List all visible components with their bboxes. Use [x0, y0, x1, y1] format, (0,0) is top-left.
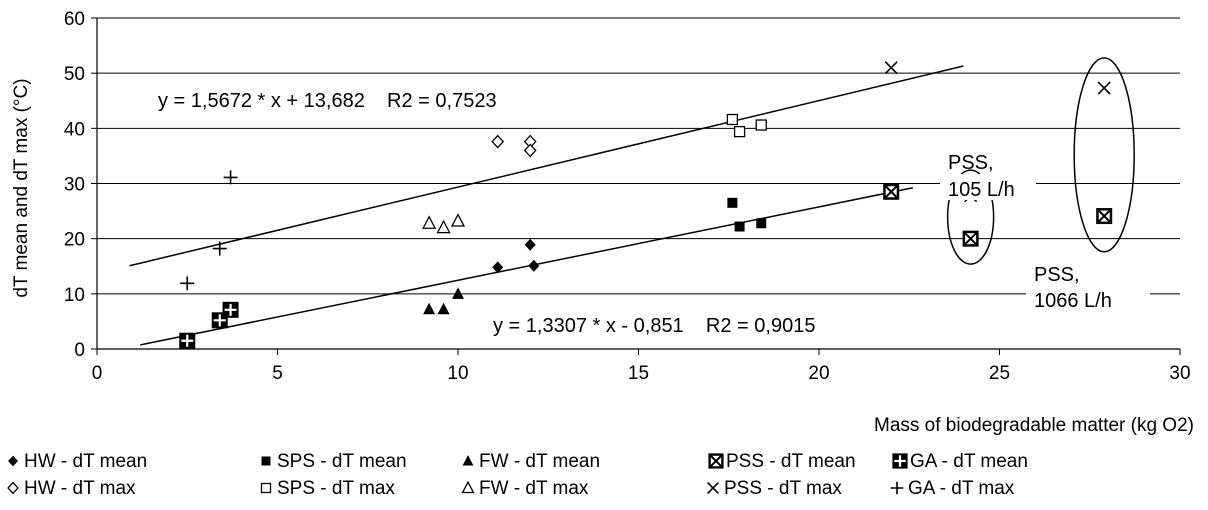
x-tick-label-3: 15 [628, 363, 649, 384]
legend: HW - dT mean SPS - dT mean FW - dT mean PSS… [7, 451, 1028, 499]
y-tick-label-5: 50 [64, 64, 85, 85]
legend-marker-7 [461, 480, 475, 494]
legend-label-7: FW - dT max [479, 478, 589, 499]
point-sps-dt-max2 [755, 119, 767, 131]
legend-marker-4 [892, 453, 908, 469]
point-hw-dt-max0 [491, 134, 505, 149]
ellipse-pss-105 [946, 169, 995, 265]
y-tick-label-6: 60 [64, 9, 85, 30]
legend-marker-0 [8, 455, 18, 467]
legend-marker-3 [708, 453, 724, 469]
point-ga-dt-max2 [223, 170, 238, 185]
legend-label-0: HW - dT mean [24, 451, 147, 472]
annotation-bg-eq-mean [484, 310, 924, 340]
point-sps-dt-mean1 [734, 221, 745, 232]
point-ga-dt-max0 [180, 276, 195, 291]
highlight-ellipses [946, 57, 1135, 265]
legend-label-6: SPS - dT max [277, 478, 395, 499]
annotation-pss-105-line2: 105 L/h [948, 179, 1015, 201]
y-tick-label-0: 0 [74, 340, 85, 361]
legend-label-8: PSS - dT max [724, 478, 842, 499]
annotation-bg-eq-max [150, 84, 620, 114]
legend-label-4: GA - dT mean [910, 451, 1028, 472]
point-ga-dt-mean0 [179, 332, 196, 349]
point-hw-dt-mean2 [528, 259, 540, 272]
point-sps-dt-max0 [726, 113, 739, 126]
annotation-bg-pss-105 [940, 174, 1036, 200]
annotation-pss-1066-line2: 1066 L/h [1034, 290, 1112, 312]
point-fw-dt-mean2 [452, 287, 464, 299]
annotation-pss-105-line1: PSS, [948, 152, 994, 174]
x-tick-label-0: 0 [92, 363, 103, 384]
point-pss-dt-mean2 [1096, 208, 1113, 225]
point-ga-dt-max1 [212, 241, 227, 256]
point-sps-dt-mean2 [756, 218, 767, 229]
point-sps-dt-max1 [733, 125, 746, 138]
y-axis-title: dT mean and dT max (°C) [11, 78, 32, 297]
point-pss-dt-max0 [884, 61, 898, 75]
y-tick-label-2: 20 [64, 230, 85, 251]
legend-label-2: FW - dT mean [479, 451, 600, 472]
tick-labels: 0 10 20 30 40 50 60 0 5 10 15 20 25 30 [64, 9, 1191, 384]
point-sps-dt-mean0 [727, 197, 738, 208]
point-pss-dt-max2 [1097, 81, 1111, 95]
point-pss-dt-mean1 [962, 230, 979, 247]
trendline-equation-max: y = 1,5672 * x + 13,682 R2 = 0,7523 [158, 90, 497, 112]
legend-label-5: HW - dT max [24, 478, 136, 499]
annotation-bg-pss-1066 [1026, 286, 1150, 312]
x-tick-label-6: 30 [1169, 363, 1190, 384]
trendlines [129, 65, 964, 346]
x-tick-label-1: 5 [272, 363, 283, 384]
legend-marker-8 [707, 482, 719, 494]
data-points [179, 61, 1113, 349]
point-hw-dt-mean0 [492, 261, 504, 274]
legend-label-9: GA - dT max [908, 478, 1015, 499]
point-ga-dt-mean2 [222, 301, 239, 318]
point-fw-dt-max1 [436, 219, 451, 234]
legend-marker-2 [462, 455, 474, 466]
trendline-equation-mean: y = 1,3307 * x - 0,851 R2 = 0,9015 [493, 315, 815, 337]
point-hw-dt-max2 [523, 143, 537, 158]
x-axis-title: Mass of biodegradable matter (kg O2) [874, 415, 1194, 436]
legend-marker-1 [261, 456, 271, 466]
point-fw-dt-max2 [450, 213, 466, 227]
trendline-0 [129, 65, 964, 267]
legend-label-3: PSS - dT mean [726, 451, 856, 472]
point-hw-dt-mean1 [524, 238, 536, 251]
y-tick-label-3: 30 [64, 175, 85, 196]
y-tick-label-4: 40 [64, 119, 85, 140]
point-pss-dt-mean0 [883, 183, 900, 200]
annotation-pss-1066-line1: PSS, [1034, 264, 1080, 286]
legend-marker-6 [260, 482, 272, 494]
legend-label-1: SPS - dT mean [277, 451, 407, 472]
x-tick-label-4: 20 [808, 363, 829, 384]
x-tick-label-2: 10 [447, 363, 468, 384]
y-tick-label-1: 10 [64, 285, 85, 306]
trendline-1 [140, 187, 914, 346]
grid-lines [97, 17, 1180, 295]
legend-marker-9 [890, 481, 904, 495]
point-fw-dt-max0 [422, 215, 437, 229]
point-fw-dt-mean1 [437, 302, 450, 315]
point-fw-dt-mean0 [423, 302, 436, 315]
x-tick-label-5: 25 [989, 363, 1010, 384]
legend-marker-5 [7, 481, 19, 495]
ellipse-pss-1066 [1073, 57, 1135, 253]
